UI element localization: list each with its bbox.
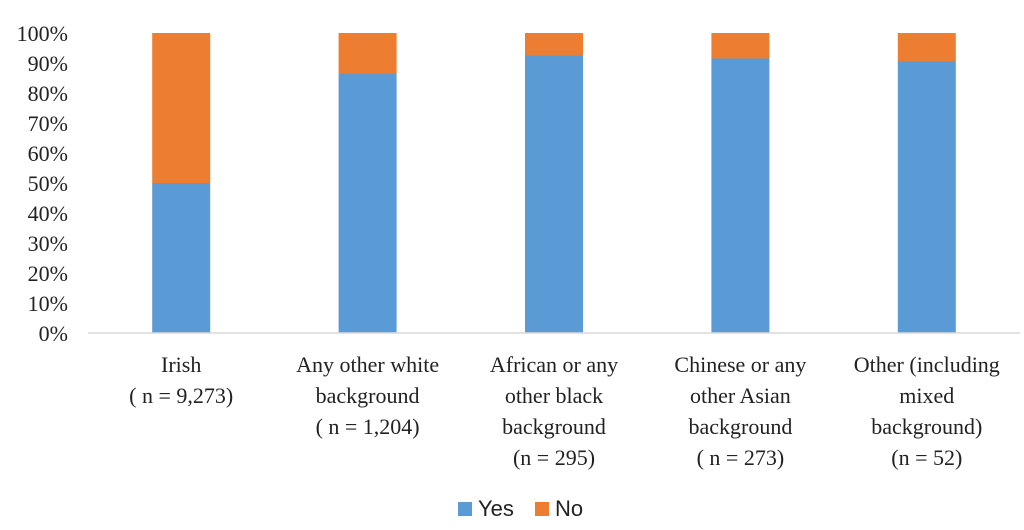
- y-tick-label: 50%: [28, 171, 68, 196]
- y-tick-label: 30%: [28, 231, 68, 256]
- bar-no-1: [152, 33, 211, 183]
- y-tick-label: 80%: [28, 81, 68, 106]
- y-axis: 0% 10% 20% 30% 40% 50% 60% 70% 80% 90% 100%: [17, 21, 68, 346]
- category-label: Any other white background( n = 1,204): [296, 352, 439, 439]
- bar-no-4: [711, 33, 770, 59]
- y-tick-label: 70%: [28, 111, 68, 136]
- category-labels: Irish( n = 9,273) Any other white backgrou…: [129, 352, 1000, 470]
- bar-no-2: [338, 33, 397, 74]
- legend-swatch-no: [535, 502, 549, 516]
- legend-swatch-yes: [458, 502, 472, 516]
- bar-yes-2: [338, 73, 397, 333]
- bar-no-3: [525, 33, 583, 56]
- legend-label-no: No: [555, 496, 583, 521]
- y-tick-label: 90%: [28, 51, 68, 76]
- y-tick-label: 0%: [39, 321, 68, 346]
- legend: Yes No: [458, 496, 583, 521]
- bar-yes-4: [711, 58, 770, 333]
- legend-label-yes: Yes: [478, 496, 514, 521]
- bar-yes-3: [525, 55, 583, 333]
- y-tick-label: 20%: [28, 261, 68, 286]
- category-label: Irish( n = 9,273): [129, 352, 233, 408]
- bars: [152, 33, 956, 333]
- bar-yes-1: [152, 183, 211, 333]
- category-label: Chinese or any other Asian background( n =…: [674, 352, 806, 470]
- bar-yes-5: [897, 61, 956, 333]
- y-tick-label: 40%: [28, 201, 68, 226]
- y-tick-label: 60%: [28, 141, 68, 166]
- category-label: Other (including mixed background) (n = 52): [854, 352, 1000, 470]
- category-label: African or any other black background (n = …: [490, 352, 618, 470]
- y-tick-label: 100%: [17, 21, 68, 46]
- bar-no-5: [897, 33, 956, 62]
- y-tick-label: 10%: [28, 291, 68, 316]
